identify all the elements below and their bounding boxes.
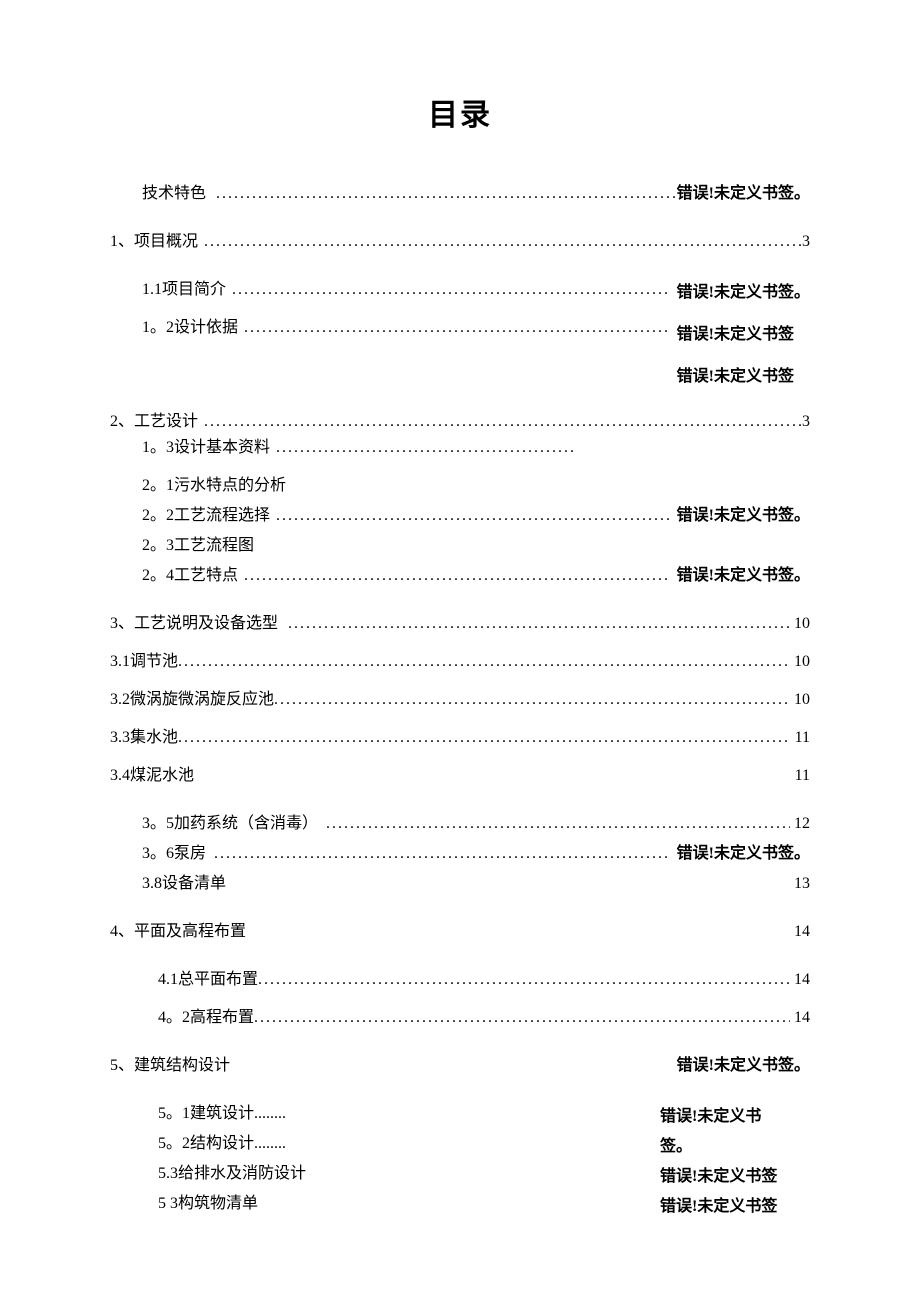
toc-page-ref: 3 <box>802 230 810 254</box>
toc-page-ref: 签。 <box>660 1132 810 1156</box>
toc-page-ref: 11 <box>795 764 810 788</box>
toc-page-ref: 10 <box>794 688 810 712</box>
toc-entry: 4、平面及高程布置 14 <box>110 920 810 944</box>
toc-page-ref: 错误!未定义书 <box>660 1102 810 1126</box>
toc-page-ref: 错误!未定义书签。 <box>677 504 810 528</box>
toc-page-ref: 错误!未定义书签。 <box>677 278 810 302</box>
toc-label: 2、工艺设计 <box>110 410 198 434</box>
toc-page-ref: 错误!未定义书签 <box>677 362 810 386</box>
toc-label: 2。4工艺特点 <box>142 564 238 588</box>
toc-page-ref: 14 <box>794 920 810 944</box>
toc-entry: 4.1总平面布置 14 <box>110 968 810 992</box>
toc-leader <box>178 650 790 674</box>
toc-leader <box>204 410 802 434</box>
toc-label: 3、工艺说明及设备选型 <box>110 612 278 636</box>
toc-label: 技术特色 <box>142 182 206 206</box>
toc-entry: 1、项目概况 3 <box>110 230 810 254</box>
toc-entry: 3.8设备清单 13 <box>110 872 810 896</box>
toc-entry: 1。3设计基本资料 <box>110 436 576 460</box>
toc-page-ref: 13 <box>794 872 810 896</box>
toc-leader <box>232 278 667 302</box>
toc-entry: 5.3给排水及消防设计 <box>110 1162 660 1186</box>
toc-label: 2。2工艺流程选择 <box>142 504 270 528</box>
toc-label: 5。2结构设计 <box>158 1132 254 1156</box>
toc-entry: 2、工艺设计 3 <box>110 410 810 434</box>
toc-leader <box>274 688 790 712</box>
toc-leader <box>244 564 671 588</box>
toc-label: 5、建筑结构设计 <box>110 1054 230 1078</box>
toc-label: 4.1总平面布置 <box>158 968 258 992</box>
toc-label: 4。2高程布置 <box>158 1006 254 1030</box>
toc-label: 1.1项目简介 <box>142 278 226 302</box>
toc-leader <box>216 182 677 206</box>
toc-entry: 5。1建筑设计 ........ <box>110 1102 660 1126</box>
toc-label: 5.3给排水及消防设计 <box>158 1162 306 1186</box>
toc-label: 3.8设备清单 <box>142 872 226 896</box>
toc-subgroup: 5。1建筑设计 ........ 5。2结构设计 ........ 5.3给排水… <box>110 1102 810 1216</box>
toc-label: 3.3集水池 <box>110 726 178 750</box>
toc-entry: 2。1污水特点的分析 <box>110 474 810 498</box>
toc-page-ref: 10 <box>794 612 810 636</box>
toc-label: 5 3构筑物清单 <box>158 1192 258 1216</box>
toc-label: 2。3工艺流程图 <box>142 534 254 558</box>
toc-label: 1、项目概况 <box>110 230 198 254</box>
toc-page-ref: 错误!未定义书签 <box>660 1192 810 1216</box>
toc-leader <box>258 968 790 992</box>
toc-label: 3.1调节池 <box>110 650 178 674</box>
toc-label: 5。1建筑设计 <box>158 1102 254 1126</box>
toc-entry: 5。2结构设计 ........ <box>110 1132 660 1156</box>
toc-entry: 4。2高程布置 14 <box>110 1006 810 1030</box>
toc-label: 3。6泵房 <box>142 842 206 866</box>
toc-leader <box>178 726 791 750</box>
toc-entry: 1。2设计依据 <box>110 316 677 340</box>
toc-entry: 3、工艺说明及设备选型 10 <box>110 612 810 636</box>
toc-page-ref: 错误!未定义书签。 <box>677 842 810 866</box>
toc-entry: 3.3集水池 11 <box>110 726 810 750</box>
toc-page-ref: 14 <box>794 1006 810 1030</box>
toc-label: 3.4煤泥水池 <box>110 764 194 788</box>
toc-page-ref: 10 <box>794 650 810 674</box>
toc-entry: 技术特色 错误!未定义书签。 <box>110 182 810 206</box>
toc-page-ref: 错误!未定义书签。 <box>677 182 810 206</box>
toc-page-ref: 14 <box>794 968 810 992</box>
toc-leader <box>254 1006 790 1030</box>
toc-entry: 5 3构筑物清单 <box>110 1192 660 1216</box>
toc-entry: 3.4煤泥水池 11 <box>110 764 810 788</box>
toc-entry: 2。2工艺流程选择 错误!未定义书签。 <box>110 504 810 528</box>
toc-leader <box>288 612 790 636</box>
toc-page-ref: 错误!未定义书签。 <box>677 564 810 588</box>
toc-label: 2。1污水特点的分析 <box>142 474 286 498</box>
toc-entry: 3。6泵房 错误!未定义书签。 <box>110 842 810 866</box>
toc-page-ref: 错误!未定义书签 <box>660 1162 810 1186</box>
toc-label: 1。2设计依据 <box>142 316 238 340</box>
toc-leader <box>204 230 802 254</box>
toc-label: 3.2微涡旋微涡旋反应池 <box>110 688 274 712</box>
toc-leader <box>326 812 790 836</box>
toc-label: 1。3设计基本资料 <box>142 436 270 460</box>
toc-page-ref: 3 <box>802 410 810 434</box>
toc-page-ref: 错误!未定义书签。 <box>677 1054 810 1078</box>
toc-leader <box>214 842 671 866</box>
toc-page-ref: 错误!未定义书签 <box>677 320 810 344</box>
toc-entry: 1.1项目简介 <box>110 278 677 302</box>
toc-entry: 3。5加药系统（含消毒） 12 <box>110 812 810 836</box>
toc-entry: 3.2微涡旋微涡旋反应池 10 <box>110 688 810 712</box>
toc-page-ref: 11 <box>795 726 810 750</box>
toc-page-ref: 12 <box>794 812 810 836</box>
toc-entry: 2。4工艺特点 错误!未定义书签。 <box>110 564 810 588</box>
toc-entry: 3.1调节池 10 <box>110 650 810 674</box>
toc-leader <box>276 504 671 528</box>
toc-leader <box>244 316 667 340</box>
toc-entry: 2。3工艺流程图 <box>110 534 810 558</box>
toc-leader <box>276 436 576 460</box>
toc-entry: 5、建筑结构设计 错误!未定义书签。 <box>110 1054 810 1078</box>
document-page: 目录 技术特色 错误!未定义书签。 1、项目概况 3 1.1项目简介 1。2设计… <box>0 0 920 1302</box>
toc-label: 3。5加药系统（含消毒） <box>142 812 318 836</box>
page-title: 目录 <box>110 90 810 134</box>
toc-subgroup: 1.1项目简介 1。2设计依据 错误!未定义书签。 错误!未定义书签 错误!未定… <box>110 278 810 386</box>
toc-label: 4、平面及高程布置 <box>110 920 246 944</box>
